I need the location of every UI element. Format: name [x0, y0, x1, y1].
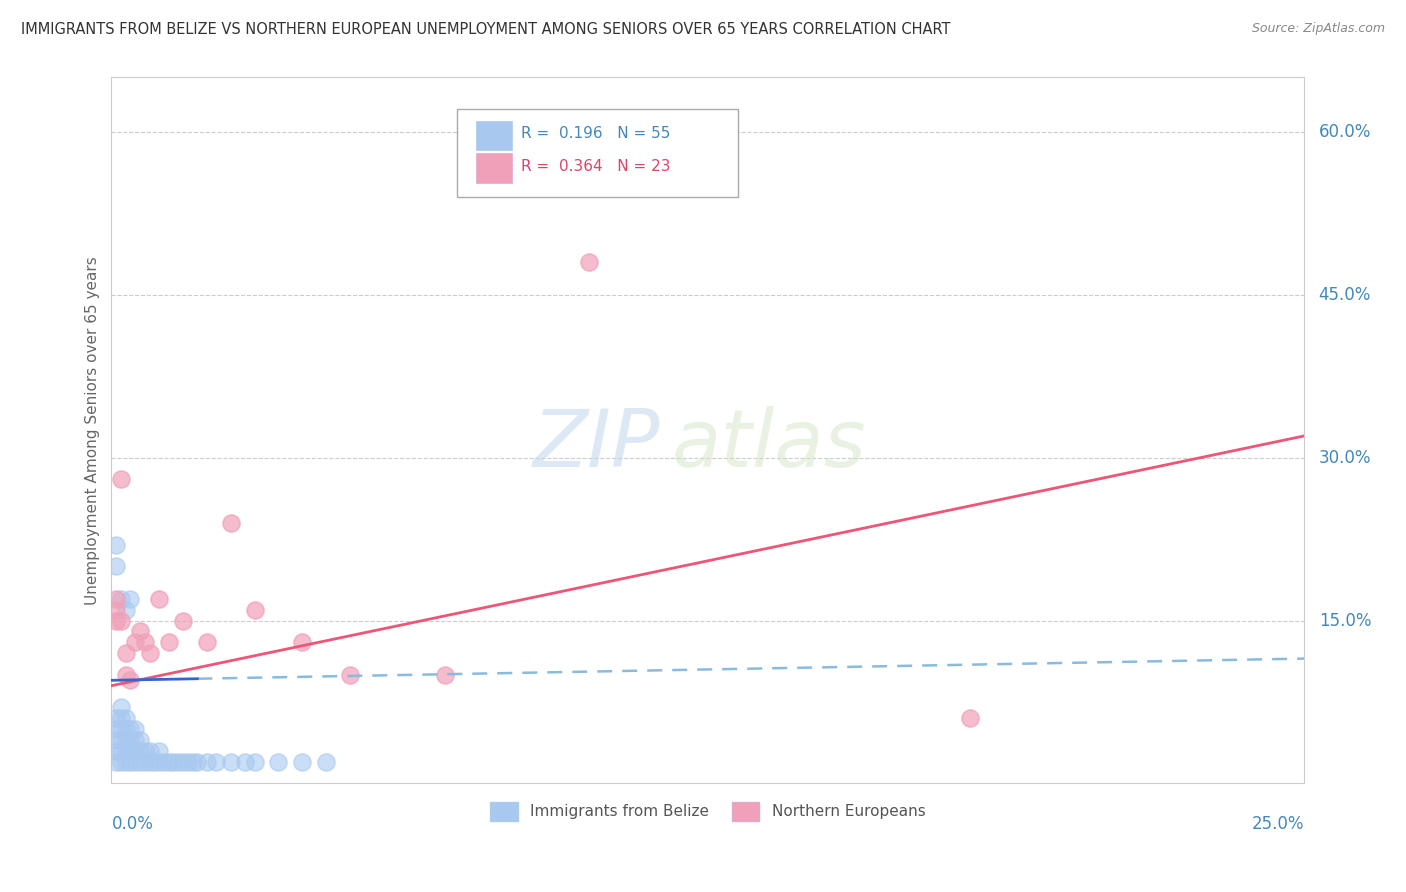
Point	[120, 673, 142, 688]
Point	[129, 755, 152, 769]
Point	[105, 603, 128, 617]
Point	[110, 614, 132, 628]
Point	[114, 722, 136, 736]
Point	[120, 744, 142, 758]
Point	[105, 744, 128, 758]
Point	[105, 711, 128, 725]
Point	[177, 755, 200, 769]
Point	[129, 733, 152, 747]
Point	[315, 755, 337, 769]
Point	[157, 635, 180, 649]
Text: ZIP: ZIP	[533, 406, 661, 483]
Text: 0.0%: 0.0%	[111, 815, 153, 833]
Point	[124, 722, 146, 736]
Point	[143, 755, 166, 769]
Point	[110, 722, 132, 736]
Point	[105, 755, 128, 769]
Point	[205, 755, 228, 769]
Point	[243, 603, 266, 617]
Point	[219, 755, 242, 769]
Point	[114, 744, 136, 758]
Point	[120, 722, 142, 736]
Point	[195, 755, 218, 769]
Point	[138, 755, 160, 769]
Point	[434, 668, 457, 682]
Point	[186, 755, 208, 769]
Point	[134, 755, 156, 769]
Point	[291, 635, 314, 649]
Point	[120, 733, 142, 747]
FancyBboxPatch shape	[477, 120, 512, 150]
Point	[134, 744, 156, 758]
FancyBboxPatch shape	[457, 109, 738, 197]
Point	[105, 722, 128, 736]
Point	[162, 755, 184, 769]
Text: 15.0%: 15.0%	[1319, 612, 1371, 630]
Point	[172, 755, 194, 769]
Point	[233, 755, 256, 769]
Text: IMMIGRANTS FROM BELIZE VS NORTHERN EUROPEAN UNEMPLOYMENT AMONG SENIORS OVER 65 Y: IMMIGRANTS FROM BELIZE VS NORTHERN EUROP…	[21, 22, 950, 37]
Point	[110, 744, 132, 758]
FancyBboxPatch shape	[477, 153, 512, 183]
Text: Source: ZipAtlas.com: Source: ZipAtlas.com	[1251, 22, 1385, 36]
Text: R =  0.364   N = 23: R = 0.364 N = 23	[520, 159, 671, 174]
Point	[114, 755, 136, 769]
Point	[114, 733, 136, 747]
Point	[157, 755, 180, 769]
Y-axis label: Unemployment Among Seniors over 65 years: Unemployment Among Seniors over 65 years	[86, 256, 100, 605]
Point	[114, 668, 136, 682]
Point	[148, 591, 170, 606]
Point	[167, 755, 190, 769]
Point	[124, 635, 146, 649]
Point	[124, 755, 146, 769]
Point	[105, 537, 128, 551]
Point	[959, 711, 981, 725]
Point	[124, 744, 146, 758]
Point	[153, 755, 176, 769]
Point	[114, 711, 136, 725]
Point	[110, 700, 132, 714]
Point	[148, 755, 170, 769]
Point	[124, 733, 146, 747]
Point	[134, 635, 156, 649]
Point	[110, 733, 132, 747]
Point	[243, 755, 266, 769]
Point	[110, 711, 132, 725]
Text: 60.0%: 60.0%	[1319, 123, 1371, 141]
Point	[105, 591, 128, 606]
Point	[291, 755, 314, 769]
Point	[195, 635, 218, 649]
Point	[105, 733, 128, 747]
Point	[114, 603, 136, 617]
Point	[110, 472, 132, 486]
Text: 45.0%: 45.0%	[1319, 285, 1371, 303]
Point	[129, 624, 152, 639]
Point	[339, 668, 361, 682]
Text: R =  0.196   N = 55: R = 0.196 N = 55	[520, 127, 669, 142]
Text: 25.0%: 25.0%	[1251, 815, 1305, 833]
Legend: Immigrants from Belize, Northern Europeans: Immigrants from Belize, Northern Europea…	[484, 796, 932, 827]
Point	[578, 255, 600, 269]
Text: atlas: atlas	[672, 406, 868, 483]
Point	[129, 744, 152, 758]
Text: 30.0%: 30.0%	[1319, 449, 1371, 467]
Point	[219, 516, 242, 530]
Point	[172, 614, 194, 628]
Point	[148, 744, 170, 758]
Point	[138, 744, 160, 758]
Point	[138, 646, 160, 660]
Point	[105, 614, 128, 628]
Point	[114, 646, 136, 660]
Point	[110, 591, 132, 606]
Point	[105, 559, 128, 574]
Point	[120, 591, 142, 606]
Point	[110, 755, 132, 769]
Point	[120, 755, 142, 769]
Point	[267, 755, 290, 769]
Point	[181, 755, 204, 769]
